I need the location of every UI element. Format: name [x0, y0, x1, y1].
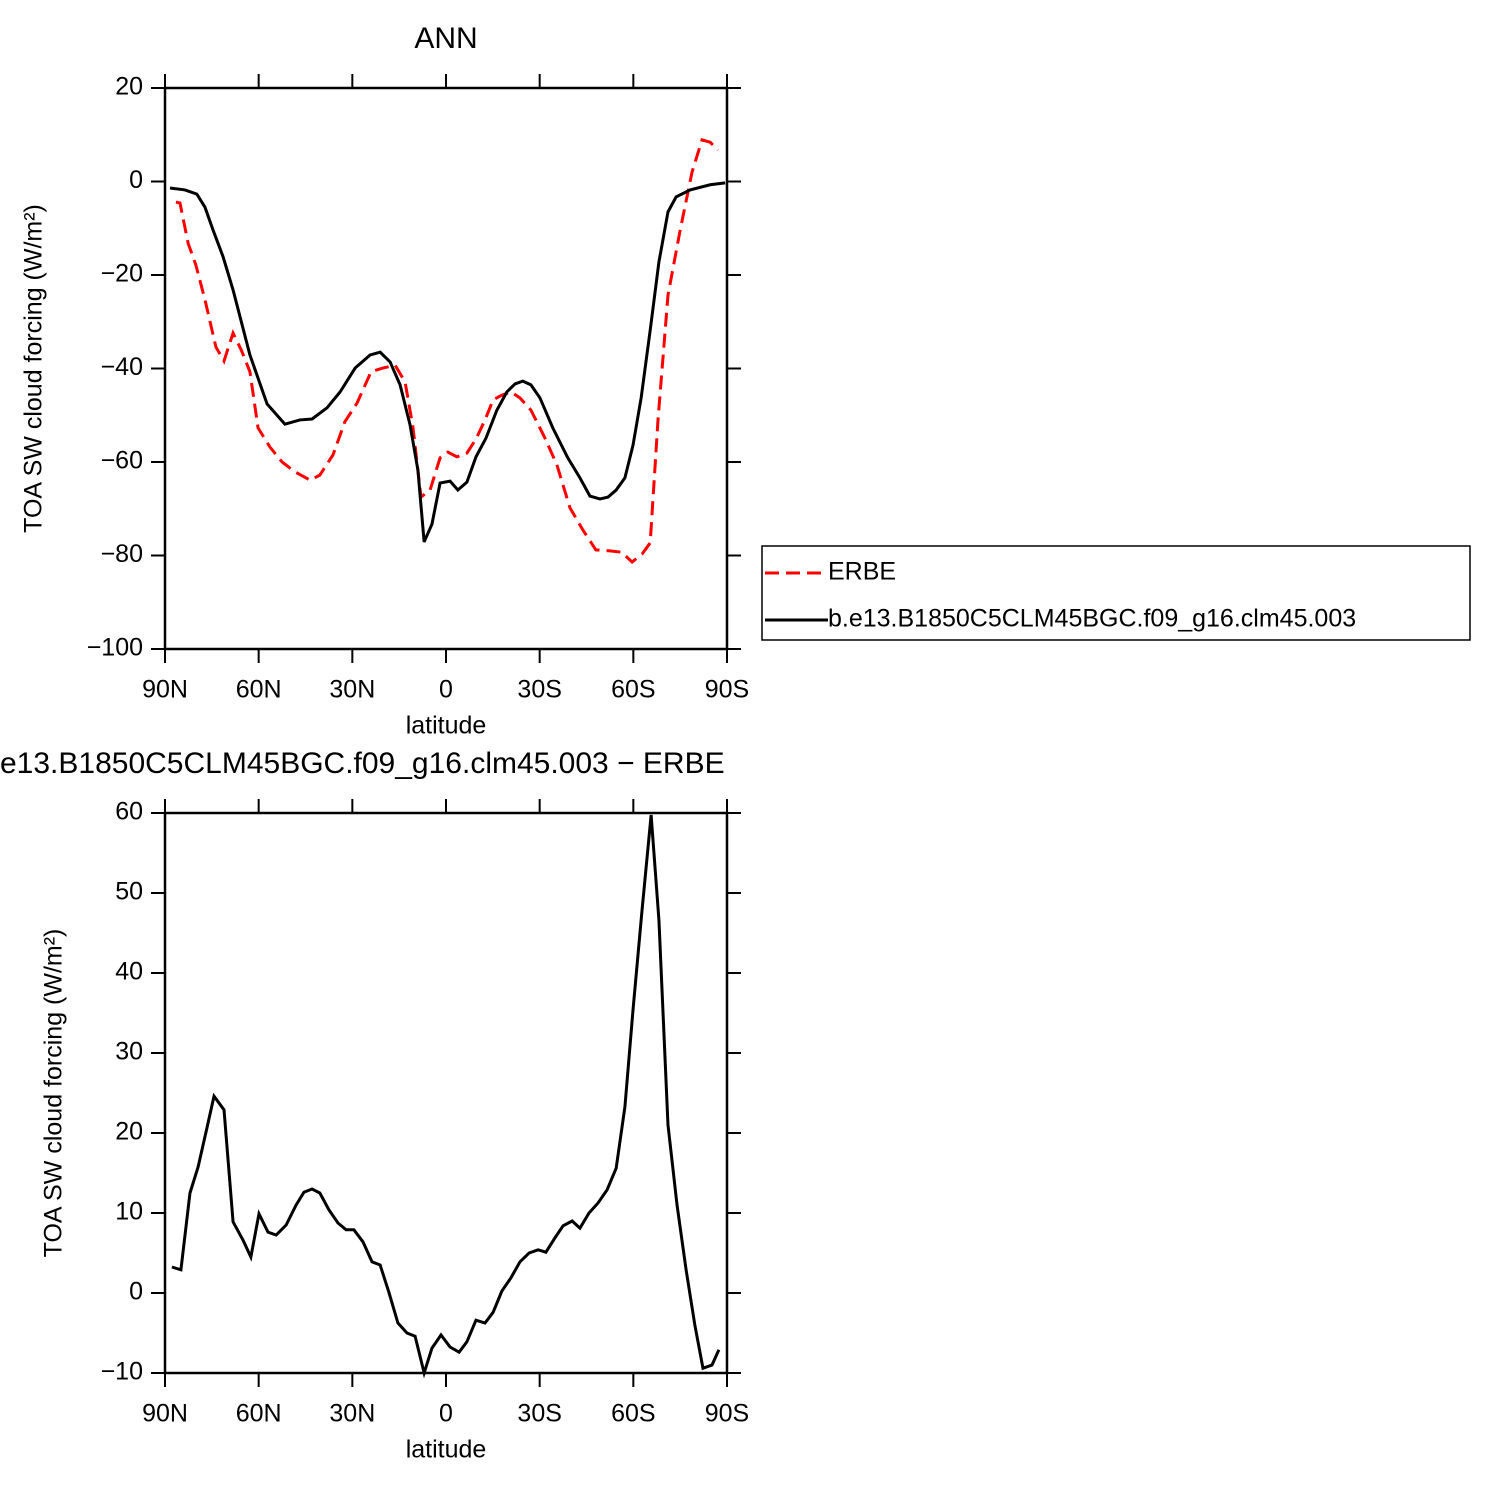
chart-title: e13.B1850C5CLM45BGC.f09_g16.clm45.003 − … — [0, 747, 725, 780]
x-tick-label: 60N — [236, 676, 282, 704]
x-tick-label: 30S — [517, 676, 561, 704]
x-tick-label: 60N — [236, 1400, 282, 1428]
y-tick-label: 60 — [115, 798, 143, 826]
x-tick-label: 60S — [611, 676, 655, 704]
x-tick-label: 0 — [439, 676, 453, 704]
x-axis-label: latitude — [406, 712, 487, 740]
x-tick-label: 60S — [611, 1400, 655, 1428]
plot-frame — [163, 811, 729, 1375]
y-tick-label: 50 — [115, 878, 143, 906]
x-tick-label: 30N — [329, 1400, 375, 1428]
x-tick-label: 90N — [142, 676, 188, 704]
y-tick-label: −40 — [101, 353, 143, 381]
y-tick-label: −60 — [101, 447, 143, 475]
x-tick-label: 90S — [705, 676, 749, 704]
legend-label: b.e13.B1850C5CLM45BGC.f09_g16.clm45.003 — [828, 605, 1356, 633]
y-tick-label: −20 — [101, 260, 143, 288]
x-tick-label: 90N — [142, 1400, 188, 1428]
y-tick-label: 30 — [115, 1038, 143, 1066]
x-tick-label: 0 — [439, 1400, 453, 1428]
plot-frame — [163, 86, 729, 651]
y-tick-label: −10 — [101, 1358, 143, 1386]
y-tick-label: 20 — [115, 73, 143, 101]
y-tick-label: −100 — [87, 634, 143, 662]
series-line — [171, 814, 721, 1379]
x-tick-label: 30S — [517, 1400, 561, 1428]
y-axis-label: TOA SW cloud forcing (W/m²) — [40, 929, 68, 1258]
y-axis-label: TOA SW cloud forcing (W/m²) — [20, 204, 48, 533]
x-axis-label: latitude — [406, 1436, 487, 1464]
y-tick-label: 0 — [129, 1278, 143, 1306]
chart-title: ANN — [414, 22, 477, 55]
x-tick-label: 90S — [705, 1400, 749, 1428]
y-tick-label: 40 — [115, 958, 143, 986]
series-line — [169, 181, 726, 543]
y-tick-label: 0 — [129, 166, 143, 194]
y-tick-label: 20 — [115, 1118, 143, 1146]
legend-label: ERBE — [828, 558, 896, 586]
y-tick-label: 10 — [115, 1198, 143, 1226]
legend-box — [761, 545, 1471, 641]
y-tick-label: −80 — [101, 540, 143, 568]
series-line — [175, 138, 720, 565]
x-tick-label: 30N — [329, 676, 375, 704]
